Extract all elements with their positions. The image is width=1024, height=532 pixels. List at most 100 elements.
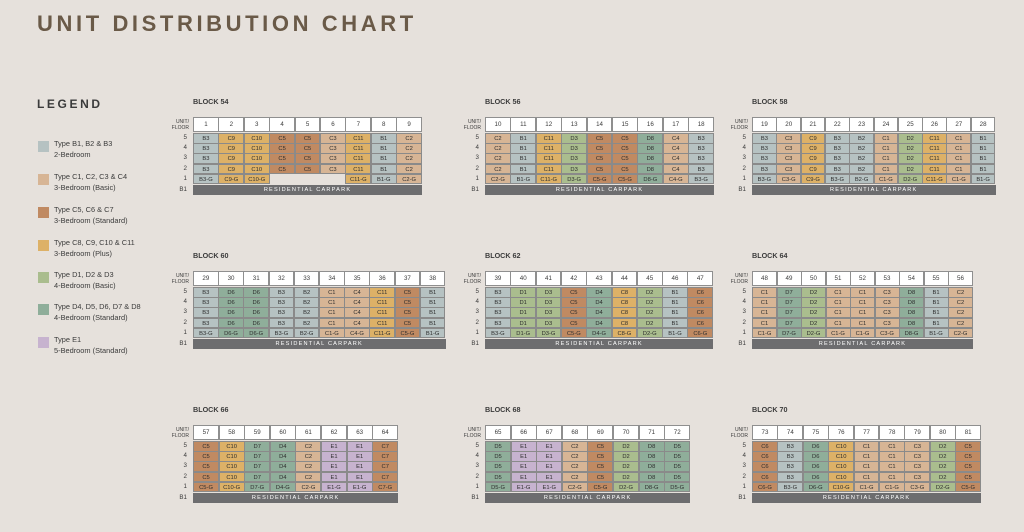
unit-type-cell: B2	[293, 317, 320, 329]
unit-number: 80	[929, 425, 956, 440]
unit-type-cell: B3	[485, 297, 511, 308]
unit-type-cell: D8	[638, 461, 665, 473]
unit-type-cell: D2	[897, 143, 923, 154]
unit-type-cell: C7	[372, 461, 399, 473]
unit-type-cell: D7	[244, 471, 271, 483]
floor-label: 3	[183, 154, 187, 162]
unit-type-cell: C3	[320, 133, 346, 144]
unit-type-cell: D6	[802, 461, 829, 473]
unit-type-cell: C1	[873, 143, 899, 154]
unit-type-cell: B3	[193, 307, 219, 319]
floor-label: 2	[742, 318, 746, 326]
unit-number: 37	[394, 271, 421, 286]
residential-carpark-bar: RESIDENTIAL CARPARK	[193, 184, 423, 195]
unit-type-cell: E1	[536, 471, 563, 483]
unit-type-cell: B1	[923, 307, 949, 319]
unit-type-cell: E1	[536, 451, 563, 462]
unit-type-cell: B3-G	[485, 327, 511, 339]
unit-type-cell: C1	[873, 133, 899, 144]
unit-type-cell: C10-G	[828, 481, 855, 493]
unit-type-cell: D8-G	[638, 481, 665, 493]
unit-type-cell: D1	[510, 287, 537, 298]
unit-number: 16	[637, 117, 664, 132]
floor-label: 4	[475, 452, 479, 460]
unit-type-cell: C1	[873, 163, 899, 175]
unit-type-cell: C11	[369, 297, 396, 308]
unit-number: 6	[320, 117, 346, 132]
unit-type-cell: C5	[955, 461, 982, 473]
unit-type-cell: C2-G	[485, 173, 511, 185]
unit-type-cell: D6	[802, 451, 829, 462]
floor-label: 2	[475, 472, 479, 480]
unit-type-cell: E1	[346, 441, 373, 452]
unit-type-cell: C2	[948, 317, 973, 329]
unit-type-cell: E1	[346, 471, 373, 483]
unit-type-cell: C1-G	[873, 173, 899, 185]
unit-type-cell: C2	[561, 441, 588, 452]
unit-type-cell: C5	[955, 471, 982, 483]
unit-type-cell: C11	[369, 307, 396, 319]
legend-type-label: Type B1, B2 & B3	[54, 139, 113, 148]
floor-label: 5	[183, 442, 187, 449]
residential-carpark-bar: RESIDENTIAL CARPARK	[193, 492, 399, 503]
unit-type-cell: C6-G	[752, 481, 778, 493]
legend-swatch	[38, 207, 49, 218]
unit-type-cell: B3-G	[193, 327, 219, 339]
unit-type-cell: C10-G	[218, 481, 245, 493]
unit-type-cell: B1-G	[662, 327, 688, 339]
unit-number: 42	[560, 271, 587, 286]
unit-type-cell: E1	[536, 461, 563, 473]
unit-type-cell: B3	[824, 163, 850, 175]
unit-type-cell: B3-G	[752, 173, 777, 185]
unit-number: 12	[535, 117, 562, 132]
unit-number: 53	[874, 271, 900, 286]
floor-label: 1	[475, 482, 479, 490]
unit-type-cell: C1	[319, 287, 345, 298]
unit-type-cell: C3	[776, 133, 802, 144]
floor-label: 1	[475, 174, 479, 182]
unit-type-cell: C2	[561, 461, 588, 473]
unit-type-cell: D7	[244, 441, 271, 452]
unit-type-cell: D5	[485, 471, 512, 483]
unit-type-cell: C2	[948, 307, 973, 319]
unit-type-cell: C9	[218, 133, 245, 144]
unit-type-cell: D5	[664, 461, 691, 473]
unit-type-cell: C2	[561, 471, 588, 483]
unit-type-cell: C10	[243, 143, 270, 154]
unit-type-cell: C10	[243, 153, 270, 165]
unit-type-cell: E1	[510, 461, 537, 473]
unit-type-cell: C5	[193, 441, 220, 452]
axis-label-floor: FLOOR	[463, 432, 481, 439]
unit-number: 57	[193, 425, 220, 440]
unit-type-cell: C5	[394, 297, 421, 308]
unit-number: 29	[193, 271, 219, 286]
unit-type-cell: C11	[535, 143, 562, 154]
unit-type-cell: C9	[218, 143, 245, 154]
unit-type-cell: C5	[587, 471, 614, 483]
unit-type-cell: B3	[193, 163, 219, 175]
unit-type-cell: B1	[419, 317, 446, 329]
unit-type-cell: C2	[485, 153, 511, 165]
unit-type-cell: C11	[345, 143, 372, 154]
unit-number: 66	[510, 425, 537, 440]
unit-type-cell: B3	[688, 153, 715, 165]
unit-type-cell: C10	[828, 441, 855, 452]
unit-type-cell: D8	[638, 451, 665, 462]
unit-type-cell: C1	[319, 317, 345, 329]
unit-type-cell: C3	[320, 153, 346, 165]
unit-type-cell: C1	[853, 451, 880, 462]
residential-carpark-bar: RESIDENTIAL CARPARK	[752, 492, 982, 503]
unit-type-cell: C1	[946, 143, 972, 154]
unit-type-cell: D8	[899, 297, 924, 308]
unit-type-cell: C5	[269, 153, 296, 165]
unit-number: 45	[636, 271, 663, 286]
unit-type-cell: B3	[268, 287, 295, 298]
unit-number: 15	[612, 117, 638, 132]
unit-type-cell: D7	[244, 451, 271, 462]
unit-type-cell: D2	[801, 297, 826, 308]
unit-type-cell: B2	[849, 153, 874, 165]
unit-type-cell: B3	[824, 143, 850, 154]
unit-type-cell: D8	[638, 471, 665, 483]
unit-type-cell: C1	[850, 307, 875, 319]
block-title: BLOCK 64	[752, 251, 788, 260]
